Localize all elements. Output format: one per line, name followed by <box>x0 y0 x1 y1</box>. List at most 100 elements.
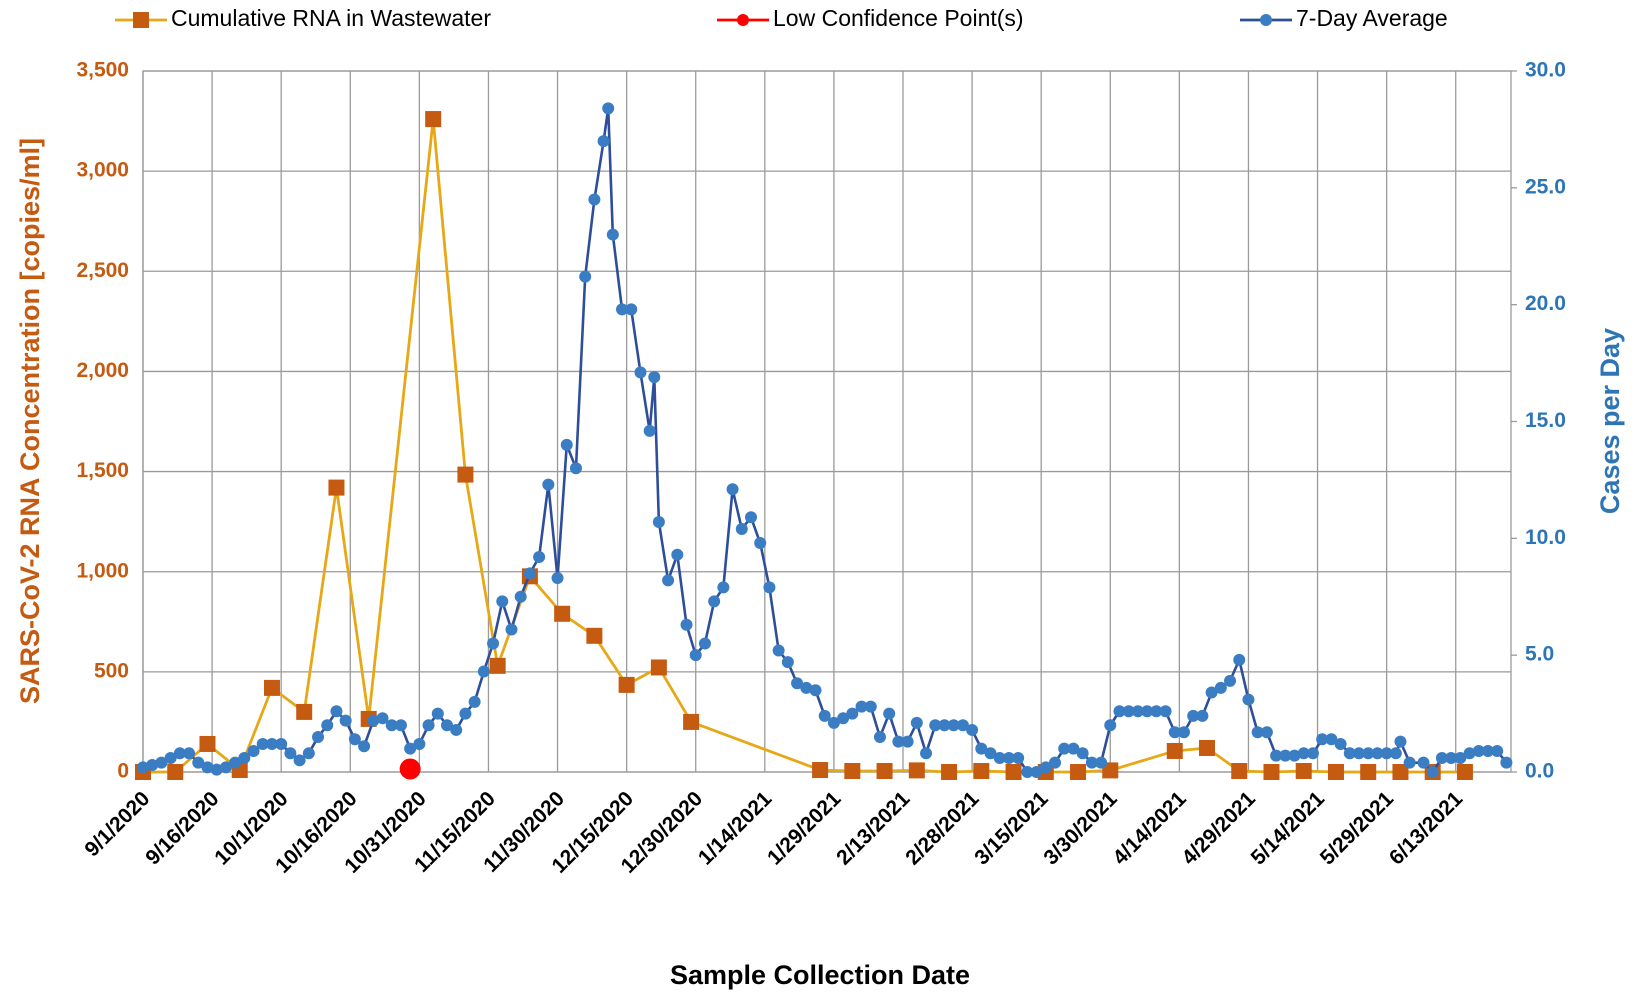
data-point <box>1325 733 1338 746</box>
data-point <box>597 135 610 148</box>
data-point <box>1260 14 1272 26</box>
data-point <box>1067 742 1080 755</box>
y-tick-label: 3,000 <box>76 159 129 182</box>
data-point <box>133 12 149 28</box>
data-point <box>296 703 313 720</box>
x-tick-label: 5/14/2021 <box>1247 787 1330 870</box>
data-point <box>1005 764 1022 780</box>
data-point <box>1102 762 1119 779</box>
data-point <box>689 649 702 662</box>
legend-label: Cumulative RNA in Wastewater <box>171 5 491 31</box>
data-point <box>358 740 371 753</box>
data-point <box>431 707 444 720</box>
data-point <box>1177 726 1190 739</box>
data-point <box>1426 766 1439 778</box>
data-point <box>873 730 886 743</box>
data-point <box>312 730 325 743</box>
data-point <box>275 737 288 750</box>
data-point <box>457 466 474 483</box>
data-point <box>1270 749 1283 762</box>
data-point <box>1070 764 1087 780</box>
data-point <box>586 627 603 644</box>
data-point <box>634 366 647 379</box>
data-point <box>284 747 297 760</box>
x-tick-label: 4/29/2021 <box>1178 787 1261 870</box>
data-point <box>745 511 757 524</box>
grid <box>142 70 1511 773</box>
data-point <box>422 719 435 732</box>
data-point <box>1343 747 1356 760</box>
data-point <box>1049 756 1061 769</box>
data-point <box>1500 756 1513 769</box>
data-point <box>247 744 260 757</box>
y2-tick-label: 5.0 <box>1525 643 1554 666</box>
data-point <box>1166 742 1183 759</box>
series <box>135 111 1473 780</box>
data-point <box>487 637 500 650</box>
data-point <box>199 735 216 752</box>
y2-tick-label: 0.0 <box>1525 760 1554 783</box>
data-point <box>348 733 361 746</box>
y-axis-title: SARS-CoV-2 RNA Concentration [copies/ml] <box>15 138 45 704</box>
data-point <box>554 605 571 622</box>
data-point <box>1076 747 1089 760</box>
data-point <box>376 712 389 725</box>
data-point <box>477 665 490 678</box>
data-point <box>339 714 352 727</box>
data-point <box>818 709 831 722</box>
data-point <box>648 371 661 384</box>
data-point <box>1389 747 1402 760</box>
data-point <box>772 644 785 657</box>
data-point <box>941 764 958 780</box>
data-point <box>908 762 925 779</box>
data-point <box>404 742 417 755</box>
data-point <box>993 751 1006 764</box>
data-point <box>551 572 564 585</box>
data-point <box>1251 726 1264 739</box>
data-point <box>560 438 573 451</box>
data-point <box>1021 766 1034 778</box>
data-point <box>683 713 700 730</box>
y2-tick-label: 15.0 <box>1525 409 1566 432</box>
data-point <box>809 684 822 697</box>
data-point <box>1334 737 1347 750</box>
data-point <box>1113 705 1126 718</box>
y-tick-label: 1,500 <box>76 459 129 482</box>
data-point <box>812 761 829 778</box>
data-point <box>1491 744 1504 757</box>
data-point <box>183 747 196 760</box>
data-point <box>229 756 242 769</box>
data-point <box>588 193 601 206</box>
data-point <box>1435 751 1448 764</box>
series <box>137 102 1513 778</box>
data-point <box>837 712 850 725</box>
data-point <box>1260 726 1273 739</box>
data-point <box>643 424 656 437</box>
data-point <box>394 719 407 732</box>
x-tick-label: 2/13/2021 <box>832 787 915 870</box>
data-point <box>737 14 749 26</box>
data-point <box>717 581 730 594</box>
plot-frame <box>142 70 1512 773</box>
data-point <box>399 758 421 780</box>
data-point <box>726 483 739 496</box>
data-point <box>542 478 555 491</box>
x-tick-label: 3/15/2021 <box>970 787 1053 870</box>
data-point <box>425 111 442 128</box>
x-tick-label: 6/13/2021 <box>1385 787 1468 870</box>
data-point <box>321 719 334 732</box>
y-tick-label: 0 <box>117 760 129 783</box>
data-point <box>892 735 905 748</box>
data-point <box>1288 749 1301 762</box>
data-point <box>328 479 345 496</box>
data-point <box>173 747 186 760</box>
x-tick-label: 4/14/2021 <box>1108 787 1191 870</box>
data-point <box>625 303 638 316</box>
data-point <box>966 723 979 736</box>
data-point <box>210 763 223 776</box>
y2-tick-label: 20.0 <box>1525 292 1566 315</box>
data-point <box>846 707 859 720</box>
data-point <box>1187 709 1200 722</box>
data-point <box>910 716 923 729</box>
